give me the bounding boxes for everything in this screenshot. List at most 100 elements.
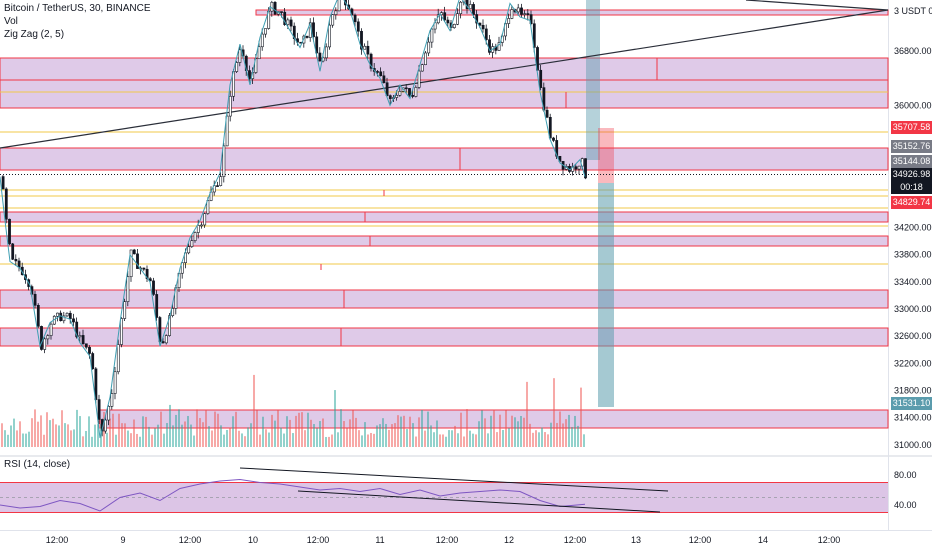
candle-body — [59, 312, 63, 322]
volume-bar — [568, 414, 570, 447]
volume-bar — [319, 421, 321, 447]
candle-body — [4, 188, 8, 220]
candle-body — [104, 419, 107, 432]
volume-bar — [382, 418, 384, 447]
volume-bar — [556, 422, 558, 447]
volume-bar — [445, 436, 447, 447]
volume-bar — [97, 424, 99, 447]
volume-bar — [481, 410, 483, 447]
volume-bar — [214, 411, 216, 447]
volume-bar — [550, 422, 552, 447]
candle-body — [404, 87, 408, 90]
candle-body — [273, 1, 277, 15]
price-tick-label: 33400.00 — [894, 277, 932, 287]
volume-bar — [145, 416, 147, 447]
volume-bar — [256, 410, 258, 447]
candle-body — [136, 253, 139, 269]
candle-body — [516, 7, 520, 13]
candle-body — [161, 341, 165, 344]
volume-bar — [10, 425, 12, 447]
volume-bar — [241, 433, 243, 447]
candle-body — [337, 0, 341, 12]
candle-body — [260, 33, 264, 48]
zone-box — [0, 79, 889, 109]
volume-bar — [553, 378, 555, 447]
volume-bar — [181, 424, 183, 447]
zigzag-legend: Zig Zag (2, 5) — [4, 29, 65, 40]
candle-body — [190, 240, 194, 247]
volume-bar — [472, 433, 474, 447]
bar-countdown: 00:18 — [891, 181, 932, 194]
zone-box — [0, 289, 889, 309]
volume-bar — [235, 411, 237, 447]
volume-bar — [118, 413, 120, 447]
candle-body — [427, 41, 431, 54]
time-tick-label: 12:00 — [307, 535, 330, 545]
candle-body — [196, 225, 200, 233]
candle-body — [107, 406, 111, 421]
volume-bar — [136, 433, 138, 447]
candle-body — [363, 45, 367, 50]
candle-body — [219, 176, 223, 186]
volume-bar — [232, 416, 234, 447]
candle-body — [88, 346, 91, 354]
volume-bar — [262, 416, 264, 447]
position-profit-zone — [598, 183, 614, 407]
candle-body — [113, 371, 117, 394]
candle-body — [36, 305, 40, 327]
candle-body — [497, 42, 501, 51]
volume-bar — [313, 424, 315, 447]
volume-bar — [73, 429, 75, 447]
volume-bar — [127, 430, 129, 447]
candle-body — [577, 165, 581, 170]
volume-bar — [457, 433, 459, 447]
volume-bar — [340, 409, 342, 447]
rsi-legend: RSI (14, close) — [4, 459, 71, 470]
volume-bar — [49, 420, 51, 447]
volume-bar — [154, 428, 156, 447]
volume-bar — [208, 426, 210, 447]
volume-bar — [346, 428, 348, 447]
volume-bar — [199, 418, 201, 447]
candle-body — [164, 335, 168, 344]
volume-bar — [274, 420, 276, 447]
candle-body — [523, 13, 527, 15]
candle-body — [305, 35, 309, 38]
volume-bar — [28, 431, 30, 447]
volume-bar — [439, 434, 441, 447]
volume-bar — [523, 417, 525, 447]
candle-body — [152, 280, 155, 295]
volume-bar — [421, 409, 423, 447]
volume-bar — [55, 424, 57, 447]
candle-body — [395, 95, 399, 98]
position-stop-zone — [598, 128, 614, 183]
candle-body — [248, 70, 251, 79]
volume-bar — [418, 417, 420, 447]
volume-bar — [487, 433, 489, 447]
candle-body — [203, 213, 207, 226]
candle-body — [132, 249, 136, 255]
volume-bar — [466, 409, 468, 447]
volume-bar — [322, 418, 324, 447]
price-tick-label: 32200.00 — [894, 358, 932, 368]
volume-bar — [31, 418, 33, 447]
volume-bar — [373, 433, 375, 447]
candle-body — [264, 28, 267, 35]
price-tag-upper: 35707.58 — [891, 121, 932, 134]
volume-bar — [547, 434, 549, 447]
rsi-tick-label: 80.00 — [894, 470, 917, 480]
volume-bar — [160, 411, 162, 447]
time-tick-label: 9 — [120, 535, 125, 545]
candle-body — [526, 13, 530, 15]
volume-bar — [499, 414, 501, 447]
candle-body — [574, 166, 578, 170]
candle-body — [385, 82, 389, 96]
candle-body — [443, 12, 447, 21]
candle-body — [43, 338, 47, 350]
candle-body — [238, 49, 242, 63]
price-tag-a: 35152.76 — [891, 140, 932, 153]
candle-body — [187, 246, 191, 254]
volume-bar — [166, 423, 168, 447]
volume-bar — [514, 417, 516, 447]
